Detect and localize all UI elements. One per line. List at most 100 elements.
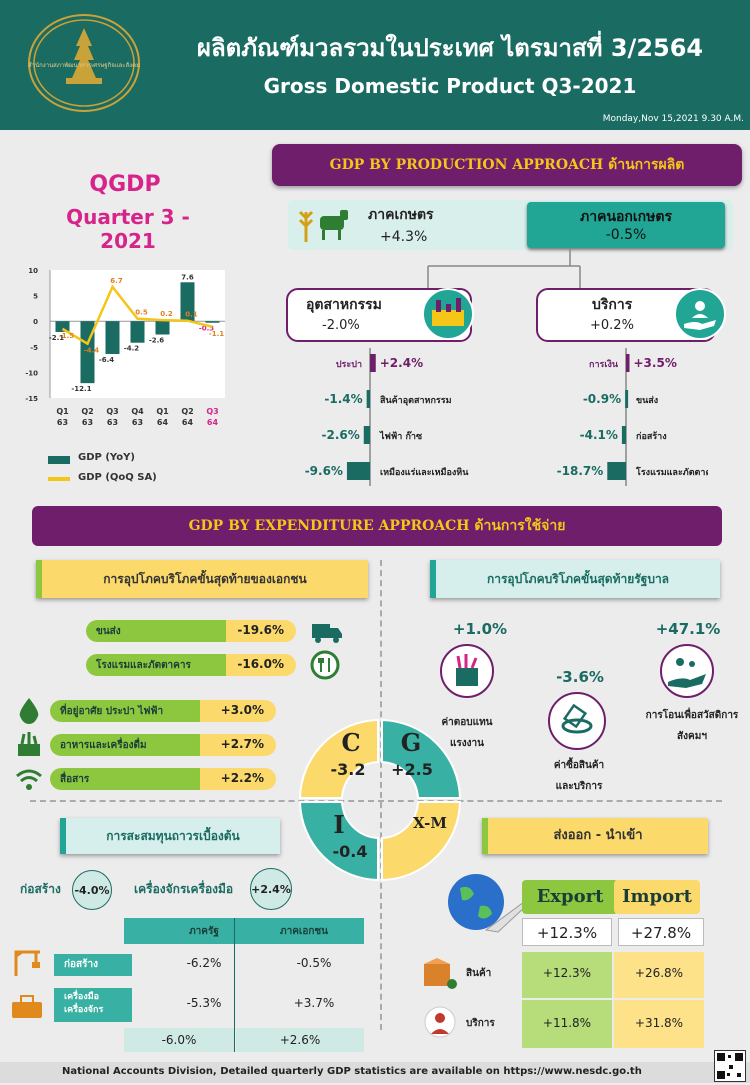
- welfare-icon: [660, 644, 714, 698]
- sub-chart-bar: [346, 462, 370, 480]
- export-services: +11.8%: [542, 1016, 592, 1030]
- crane-icon: [10, 948, 44, 982]
- section-divider-vertical: [380, 560, 382, 1030]
- legend-yoy-label: GDP (YoY): [78, 452, 135, 463]
- expenditure-title: GDP BY EXPENDITURE APPROACH ด้านการใช้จ่…: [188, 518, 566, 534]
- export-goods: +12.3%: [542, 966, 592, 980]
- import-label: Import: [622, 886, 692, 907]
- g-letter: G: [400, 728, 422, 757]
- truck-icon: [310, 616, 342, 646]
- sub-chart-value: -9.6%: [305, 464, 343, 478]
- x-tick-label: Q3: [206, 407, 218, 416]
- private-item-label: ขนส่ง: [96, 626, 121, 637]
- qoq-data-label: 6.7: [110, 277, 123, 285]
- investment-table: ภาครัฐ ภาคเอกชน: [124, 918, 364, 1052]
- i-letter: I: [333, 810, 345, 839]
- yoy-bar: [55, 321, 70, 332]
- trade-label-services: บริการ: [466, 1018, 495, 1029]
- construction-label: ก่อสร้าง: [20, 882, 61, 896]
- import-services-cell: [614, 1000, 704, 1048]
- qoq-data-label: 0.1: [185, 311, 198, 319]
- sub-chart-bar: [625, 390, 629, 408]
- services-value: +0.2%: [590, 318, 634, 333]
- sub-chart-value: -4.1%: [580, 428, 618, 442]
- yoy-data-label: -12.1: [71, 385, 91, 393]
- inv-table-header: [124, 918, 364, 944]
- agri-label: ภาคเกษตร: [368, 207, 434, 223]
- export-header: Export: [522, 880, 618, 914]
- nonagri-label: ภาคนอกเกษตร: [579, 209, 672, 225]
- compensation-icon: [440, 644, 494, 698]
- title-english: Gross Domestic Product Q3-2021: [263, 74, 637, 98]
- industry-sub-chart: ประปา +2.4% -1.4% สินค้าอุตสาหกรรม -2.6% ไฟฟ้…: [305, 348, 469, 486]
- restaurant-icon: [310, 650, 340, 680]
- gov-label-welfare-2: สังคมฯ: [677, 731, 707, 742]
- qoq-data-label: -4.4: [84, 347, 99, 355]
- production-header: GDP BY PRODUCTION APPROACH ด้านการผลิต: [272, 144, 742, 186]
- legend-qoq-label: GDP (QoQ SA): [78, 472, 157, 483]
- production-title: GDP BY PRODUCTION APPROACH ด้านการผลิต: [329, 157, 685, 173]
- expenditure-header: GDP BY EXPENDITURE APPROACH ด้านการใช้จ่…: [32, 506, 722, 546]
- sub-chart-label: สินค้าอุตสาหกรรม: [379, 395, 451, 406]
- sub-chart-bar: [626, 354, 630, 372]
- yoy-bar: [130, 321, 145, 343]
- sub-chart-bar: [607, 462, 626, 480]
- export-label: Export: [536, 886, 604, 907]
- import-services: +31.8%: [634, 1016, 684, 1030]
- x-tick-label: 63: [107, 418, 118, 427]
- investment-title: การสะสมทุนถาวรเบื้องต้น: [106, 829, 240, 843]
- x-tick-label: Q3: [106, 407, 118, 416]
- private-item: อาหารและเครื่องดื่ม +2.7%: [50, 734, 276, 756]
- sub-chart-label: ไฟฟ้า ก๊าซ: [379, 430, 422, 442]
- qoq-line: [61, 284, 213, 346]
- y-tick-label: 10: [28, 267, 38, 275]
- sub-chart-value: -2.6%: [321, 428, 359, 442]
- service-hand-icon: [674, 288, 726, 340]
- private-item-label-segment: [86, 620, 226, 642]
- yoy-bar: [180, 282, 195, 322]
- inv-public-construction: -6.2%: [186, 956, 222, 970]
- sub-chart-value: +2.4%: [380, 356, 423, 370]
- sub-chart-value: -0.9%: [583, 392, 621, 406]
- private-item-label: โรงแรมและภัตตาคาร: [96, 660, 191, 671]
- sub-chart-label: การเงิน: [589, 359, 619, 370]
- xm-letter: X-M: [413, 814, 447, 832]
- sub-chart-label: โรงแรมและภัตตาคาร: [635, 466, 708, 478]
- x-tick-label: 63: [132, 418, 143, 427]
- gov-consumption-title: การอุปโภคบริโภคขั้นสุดท้ายรัฐบาล: [486, 572, 670, 586]
- investment-header: การสะสมทุนถาวรเบื้องต้น: [60, 818, 280, 854]
- x-tick-label: Q4: [131, 407, 144, 416]
- footer-bar: National Accounts Division, Detailed qua…: [0, 1062, 750, 1083]
- seal-caption: สำนักงานสภาพัฒนาการเศรษฐกิจและสังคมแห่งช…: [28, 62, 140, 69]
- sub-chart-label: ขนส่ง: [636, 395, 658, 406]
- x-tick-label: 64: [207, 418, 219, 427]
- import-goods-cell: [614, 952, 704, 998]
- private-item-value: -16.0%: [237, 657, 284, 671]
- globe-plane-icon: [440, 866, 530, 950]
- y-tick-label: 5: [33, 293, 38, 301]
- y-tick-label: -5: [30, 344, 38, 352]
- sub-chart-label: ประปา: [336, 359, 362, 370]
- private-item-label: อาหารและเครื่องดื่ม: [60, 740, 147, 751]
- inv-total-private: +2.6%: [236, 1028, 364, 1052]
- gov-item-compensation: +1.0%: [430, 620, 530, 638]
- yoy-data-label: 7.6: [181, 273, 194, 281]
- export-goods-cell: [522, 952, 612, 998]
- footer-text[interactable]: National Accounts Division, Detailed qua…: [62, 1066, 642, 1077]
- gov-label-compensation-2: แรงงาน: [449, 738, 485, 749]
- x-tick-label: 63: [82, 418, 93, 427]
- private-item-value: +2.2%: [220, 771, 264, 785]
- qr-code-icon[interactable]: [714, 1050, 746, 1082]
- cgixm-circle: [298, 718, 462, 882]
- machinery-value-badge: +2.4%: [250, 868, 292, 910]
- yoy-data-label: -2.1: [49, 334, 64, 342]
- inv-col-public: ภาครัฐ: [189, 926, 219, 937]
- sub-chart-bar: [366, 390, 370, 408]
- private-item-label-segment: [50, 768, 200, 790]
- legend-qoq-swatch: [48, 477, 70, 481]
- goods-box-icon: [422, 958, 458, 994]
- export-total: +12.3%: [522, 918, 612, 946]
- services-label: บริการ: [592, 297, 633, 313]
- legend-yoy-swatch: [48, 456, 70, 464]
- sub-chart-bar: [621, 426, 626, 444]
